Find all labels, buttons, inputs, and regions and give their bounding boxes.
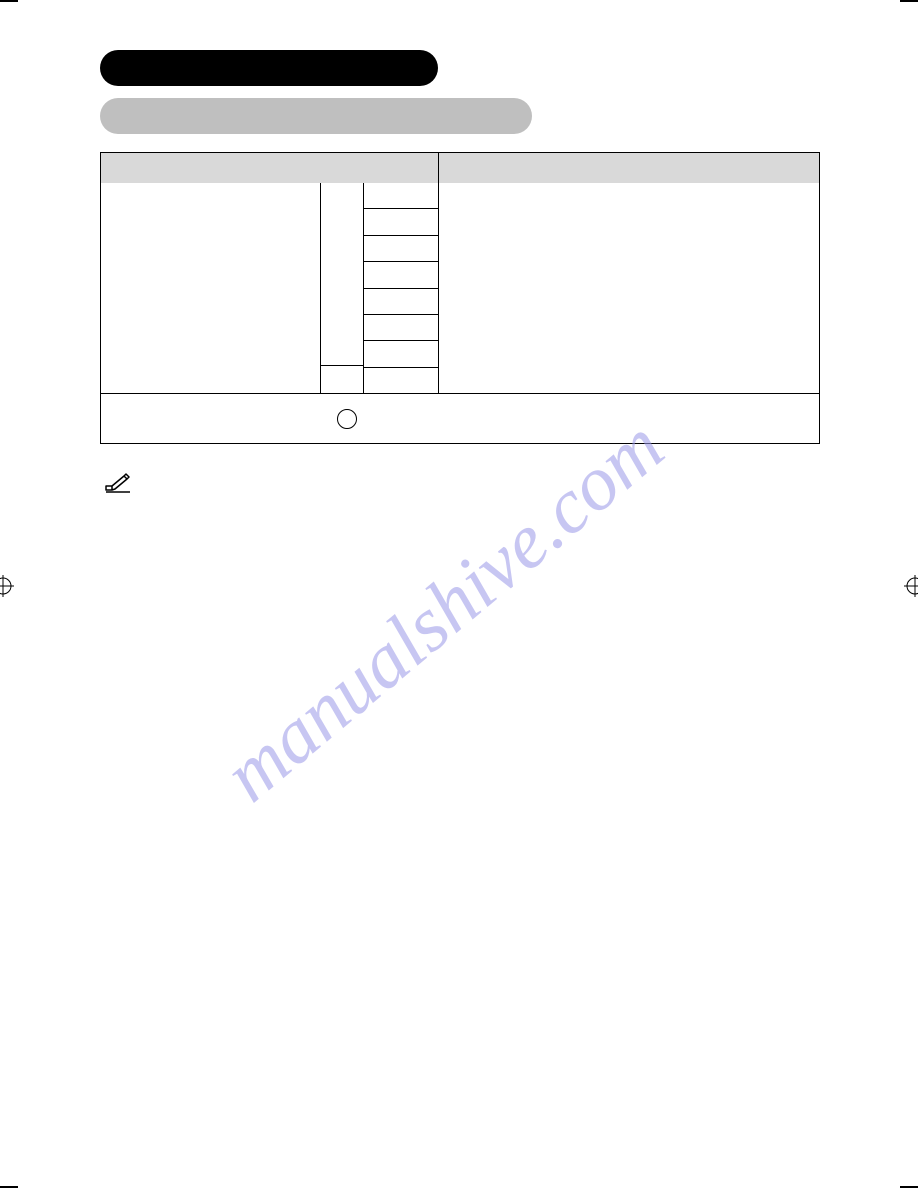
table-body-col-3 [364,183,439,393]
table-cell-row-5 [364,315,438,341]
crop-mark-tr [900,0,918,2]
spec-table [100,152,820,444]
table-body-row [101,183,819,393]
footer-circle-icon [337,409,357,429]
section-subtitle-grey [100,98,532,134]
table-cell-row-1 [364,209,438,235]
table-body-col-2-top [321,183,363,365]
table-footer-row [101,393,819,443]
table-body-col-1 [101,183,321,393]
table-cell-row-6 [364,341,438,367]
hand-writing-icon [104,472,820,499]
table-body-col-2-bottom [321,365,363,393]
table-header-col-2 [439,153,819,183]
section-title-black [100,50,438,86]
registration-mark-right [904,575,918,597]
table-cell-row-2 [364,236,438,262]
table-header-row [101,153,819,183]
table-body-col-4 [439,183,819,393]
registration-mark-left [0,575,14,597]
table-cell-row-3 [364,262,438,288]
table-cell-row-0 [364,183,438,209]
crop-mark-tl [0,0,18,2]
page-content [100,50,820,499]
table-body-col-2 [321,183,364,393]
table-cell-row-4 [364,289,438,315]
table-header-col-1 [101,153,439,183]
table-cell-row-7 [364,368,438,393]
